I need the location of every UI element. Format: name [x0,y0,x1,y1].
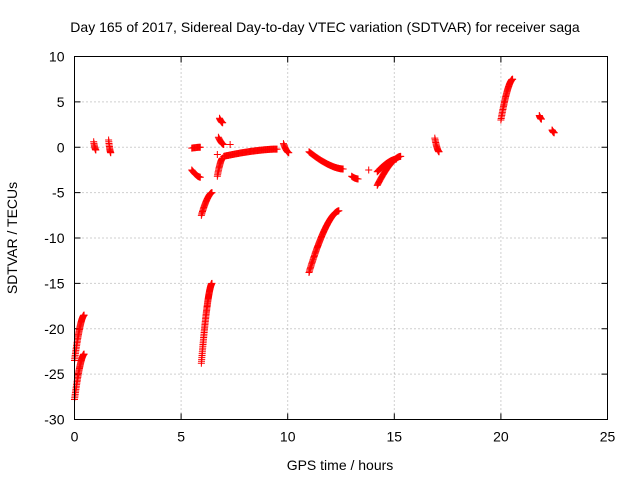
x-tick-label: 15 [387,429,403,445]
x-tick-label: 0 [71,429,79,445]
data-point [354,175,362,183]
data-point [219,119,227,127]
data-point [335,207,343,215]
data-point [196,173,204,181]
y-tick-label: -25 [44,366,64,382]
data-point [107,149,115,157]
y-tick-label: -30 [44,412,64,428]
data-point [80,311,88,319]
data-point [550,129,558,137]
data-point [220,141,228,149]
grid [74,56,608,420]
data-point [213,151,221,159]
x-tick-label: 25 [600,429,616,445]
plot-frame [74,56,608,420]
y-tick-label: -10 [44,230,64,246]
data-point [537,115,545,123]
x-axis-label: GPS time / hours [287,457,394,473]
data-point [435,148,443,156]
data-points [71,75,558,404]
x-tick-label: 20 [493,429,509,445]
y-tick-label: 0 [57,139,65,155]
data-point [92,146,100,154]
data-point [80,350,88,358]
y-axis-label: SDTVAR / TECUs [4,182,20,294]
data-point [509,75,517,83]
data-point [196,143,204,151]
data-point [339,165,347,173]
data-point [397,152,405,160]
data-point [365,166,373,174]
y-tick-label: 10 [49,49,65,65]
y-tick-label: 5 [57,94,65,110]
data-point [208,189,216,197]
data-point [226,141,234,149]
axis-ticks: 0 5 10 15 20 25 -30 -25 -20 -15 -10 -5 0 5 10 [44,49,615,445]
chart-title: Day 165 of 2017, Sidereal Day-to-day VTE… [70,19,580,35]
y-tick-label: -20 [44,321,64,337]
data-point [392,155,400,163]
data-point [273,145,281,153]
x-tick-label: 5 [177,429,185,445]
y-tick-label: -5 [52,185,65,201]
data-point [208,279,216,287]
y-tick-label: -15 [44,275,64,291]
x-tick-label: 10 [280,429,296,445]
data-point [285,149,293,157]
